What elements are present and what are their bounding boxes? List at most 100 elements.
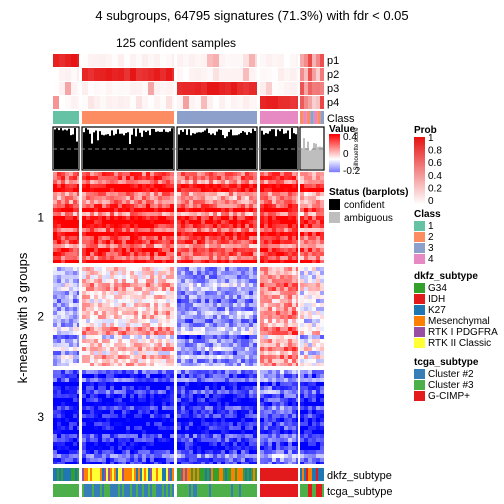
heatmap-cell	[126, 394, 130, 398]
heatmap-cell	[90, 406, 94, 410]
heatmap-cell	[280, 410, 284, 414]
heatmap-cell	[272, 299, 276, 303]
heatmap-cell	[260, 256, 264, 260]
heatmap-cell	[142, 442, 146, 446]
heatmap-cell	[82, 426, 86, 430]
heatmap-cell	[146, 450, 150, 454]
heatmap-cell	[316, 184, 320, 188]
heatmap-cell	[205, 434, 209, 438]
heatmap-cell	[217, 386, 221, 390]
heatmap-cell	[142, 172, 146, 176]
heatmap-cell	[65, 267, 69, 271]
heatmap-cell	[181, 295, 185, 299]
heatmap-cell	[272, 335, 276, 339]
heatmap-cell	[86, 271, 90, 275]
prob-cell-p1	[213, 54, 219, 67]
heatmap-cell	[245, 378, 249, 382]
heatmap-cell	[122, 216, 126, 220]
heatmap-cell	[308, 236, 312, 240]
heatmap-cell	[276, 311, 280, 315]
heatmap-cell	[249, 248, 253, 252]
heatmap-cell	[197, 319, 201, 323]
heatmap-cell	[225, 244, 229, 248]
heatmap-cell	[237, 220, 241, 224]
heatmap-cell	[253, 204, 257, 208]
heatmap-cell	[177, 176, 181, 180]
heatmap-cell	[158, 414, 162, 418]
heatmap-cell	[73, 331, 77, 335]
heatmap-cell	[221, 426, 225, 430]
heatmap-cell	[130, 307, 134, 311]
heatmap-cell	[312, 410, 316, 414]
silhouette-bar	[159, 131, 161, 169]
heatmap-cell	[209, 204, 213, 208]
heatmap-cell	[249, 347, 253, 351]
heatmap-cell	[197, 406, 201, 410]
heatmap-cell	[166, 252, 170, 256]
heatmap-cell	[138, 319, 142, 323]
heatmap-cell	[272, 359, 276, 363]
heatmap-cell	[284, 252, 288, 256]
heatmap-cell	[260, 410, 264, 414]
heatmap-cell	[138, 410, 142, 414]
heatmap-cell	[201, 398, 205, 402]
heatmap-cell	[272, 430, 276, 434]
heatmap-cell	[245, 442, 249, 446]
heatmap-cell	[225, 410, 229, 414]
heatmap-cell	[316, 351, 320, 355]
heatmap-cell	[312, 323, 316, 327]
prob-cell-p3	[201, 82, 207, 95]
heatmap-cell	[185, 307, 189, 311]
prob-cell-p2	[308, 68, 312, 81]
heatmap-cell	[134, 204, 138, 208]
heatmap-cell	[57, 355, 61, 359]
heatmap-cell	[316, 402, 320, 406]
heatmap-cell	[146, 192, 150, 196]
heatmap-cell	[154, 422, 158, 426]
heatmap-cell	[312, 343, 316, 347]
silhouette-bar	[236, 135, 238, 169]
heatmap-cell	[146, 359, 150, 363]
heatmap-cell	[233, 303, 237, 307]
heatmap-cell	[320, 311, 324, 315]
heatmap-cell	[90, 271, 94, 275]
heatmap-cell	[233, 359, 237, 363]
heatmap-cell	[106, 228, 110, 232]
heatmap-cell	[221, 378, 225, 382]
heatmap-cell	[166, 248, 170, 252]
heatmap-cell	[77, 351, 79, 355]
heatmap-cell	[90, 240, 94, 244]
heatmap-cell	[260, 220, 264, 224]
heatmap-cell	[170, 458, 174, 462]
heatmap-cell	[304, 212, 308, 216]
heatmap-cell	[94, 220, 98, 224]
heatmap-cell	[158, 208, 162, 212]
heatmap-cell	[205, 224, 209, 228]
heatmap-cell	[209, 172, 213, 176]
heatmap-cell	[142, 271, 146, 275]
heatmap-cell	[134, 224, 138, 228]
heatmap-cell	[292, 370, 296, 374]
heatmap-cell	[114, 232, 118, 236]
heatmap-cell	[154, 291, 158, 295]
prob-cell-p3	[304, 82, 308, 95]
heatmap-cell	[170, 228, 174, 232]
heatmap-cell	[300, 216, 304, 220]
heatmap-cell	[170, 244, 174, 248]
heatmap-cell	[94, 335, 98, 339]
heatmap-cell	[316, 422, 320, 426]
heatmap-cell	[320, 418, 324, 422]
heatmap-cell	[280, 271, 284, 275]
heatmap-cell	[272, 339, 276, 343]
heatmap-cell	[189, 323, 193, 327]
heatmap-cell	[146, 307, 150, 311]
heatmap-cell	[209, 216, 213, 220]
prob-cell-p3	[260, 82, 266, 95]
heatmap-cell	[114, 382, 118, 386]
heatmap-cell	[134, 275, 138, 279]
heatmap-cell	[114, 256, 118, 260]
heatmap-cell	[53, 458, 57, 462]
heatmap-cell	[209, 426, 213, 430]
heatmap-cell	[69, 252, 73, 256]
heatmap-cell	[296, 287, 298, 291]
